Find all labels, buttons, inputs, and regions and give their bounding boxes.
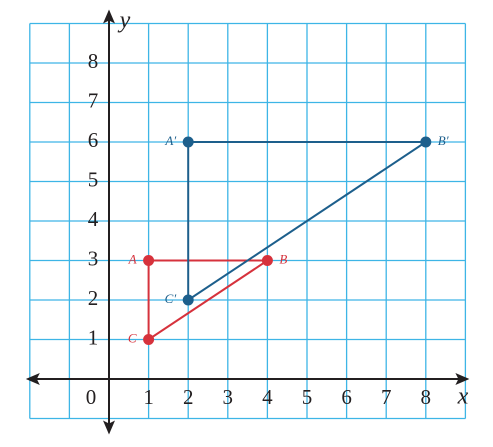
point-label: A	[128, 251, 137, 266]
y-tick-label: 7	[88, 88, 99, 112]
x-tick-label: 8	[421, 385, 432, 409]
y-tick-label: 6	[88, 128, 99, 152]
point	[143, 255, 155, 266]
axis-arrow	[103, 9, 115, 24]
point	[420, 136, 432, 148]
x-tick-label: 0	[86, 385, 97, 409]
point	[182, 136, 194, 148]
y-tick-label: 8	[88, 49, 99, 73]
y-tick-label: 1	[88, 325, 99, 349]
x-tick-label: 2	[183, 385, 194, 409]
x-tick-label: 5	[302, 385, 313, 409]
y-tick-label: 3	[88, 246, 99, 270]
y-tick-label: 2	[88, 286, 99, 310]
y-tick-label: 5	[88, 167, 99, 191]
polygon	[147, 259, 271, 342]
point-label: C	[128, 330, 137, 345]
polygon	[187, 141, 430, 302]
point	[182, 294, 194, 306]
axis-arrow	[103, 420, 115, 435]
x-tick-label: 3	[223, 385, 234, 409]
point-label: A′	[164, 133, 176, 148]
point	[261, 255, 273, 266]
point-label: C′	[165, 291, 177, 306]
x-tick-label: 7	[381, 385, 392, 409]
point-label: B	[279, 251, 287, 266]
y-tick-label: 4	[88, 207, 99, 231]
axis-arrow	[455, 373, 470, 385]
x-tick-label: 6	[341, 385, 352, 409]
point	[143, 334, 155, 345]
axis-arrow	[25, 373, 40, 385]
point-label: B′	[438, 133, 449, 148]
x-tick-label: 4	[262, 385, 273, 409]
x-tick-label: 1	[143, 385, 154, 409]
y-axis-label: y	[118, 8, 131, 34]
x-axis-label: x	[457, 384, 469, 410]
